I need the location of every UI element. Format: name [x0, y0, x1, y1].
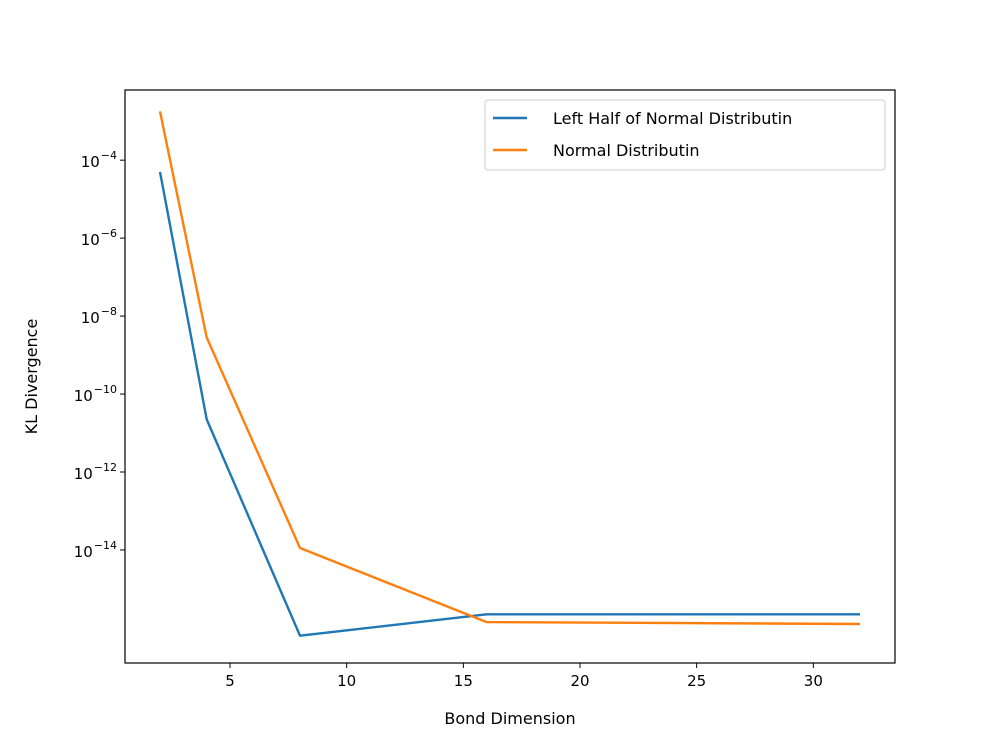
y-tick-label: 10−8 — [81, 305, 117, 327]
x-tick-label: 25 — [687, 672, 706, 690]
y-tick-label: 10−14 — [74, 539, 117, 561]
legend-label: Left Half of Normal Distributin — [553, 109, 792, 128]
y-tick-label: 10−4 — [81, 149, 117, 171]
series-line-1 — [158, 171, 860, 637]
y-tick-label: 10−6 — [81, 227, 117, 249]
plot-frame — [124, 89, 896, 664]
legend-label: Normal Distributin — [553, 141, 700, 160]
y-tick-label: 10−12 — [74, 461, 117, 483]
legend: Left Half of Normal Distributin Normal Di… — [484, 99, 886, 171]
plot-lines — [158, 111, 861, 637]
x-tick-label: 5 — [225, 672, 235, 690]
x-tick-label: 15 — [454, 672, 473, 690]
y-tick-label: 10−10 — [74, 383, 117, 405]
y-axis-label: KL Divergence — [22, 319, 41, 435]
legend-box — [484, 99, 886, 171]
x-axis-label: Bond Dimension — [444, 709, 575, 728]
y-axis: 10−14 10−12 10−10 10−8 10−6 10−4 — [74, 149, 125, 561]
x-tick-label: 30 — [804, 672, 823, 690]
series-line-2 — [158, 111, 861, 626]
x-tick-label: 10 — [337, 672, 356, 690]
x-axis: 5 10 15 20 25 30 — [225, 663, 823, 690]
x-tick-label: 20 — [570, 672, 589, 690]
